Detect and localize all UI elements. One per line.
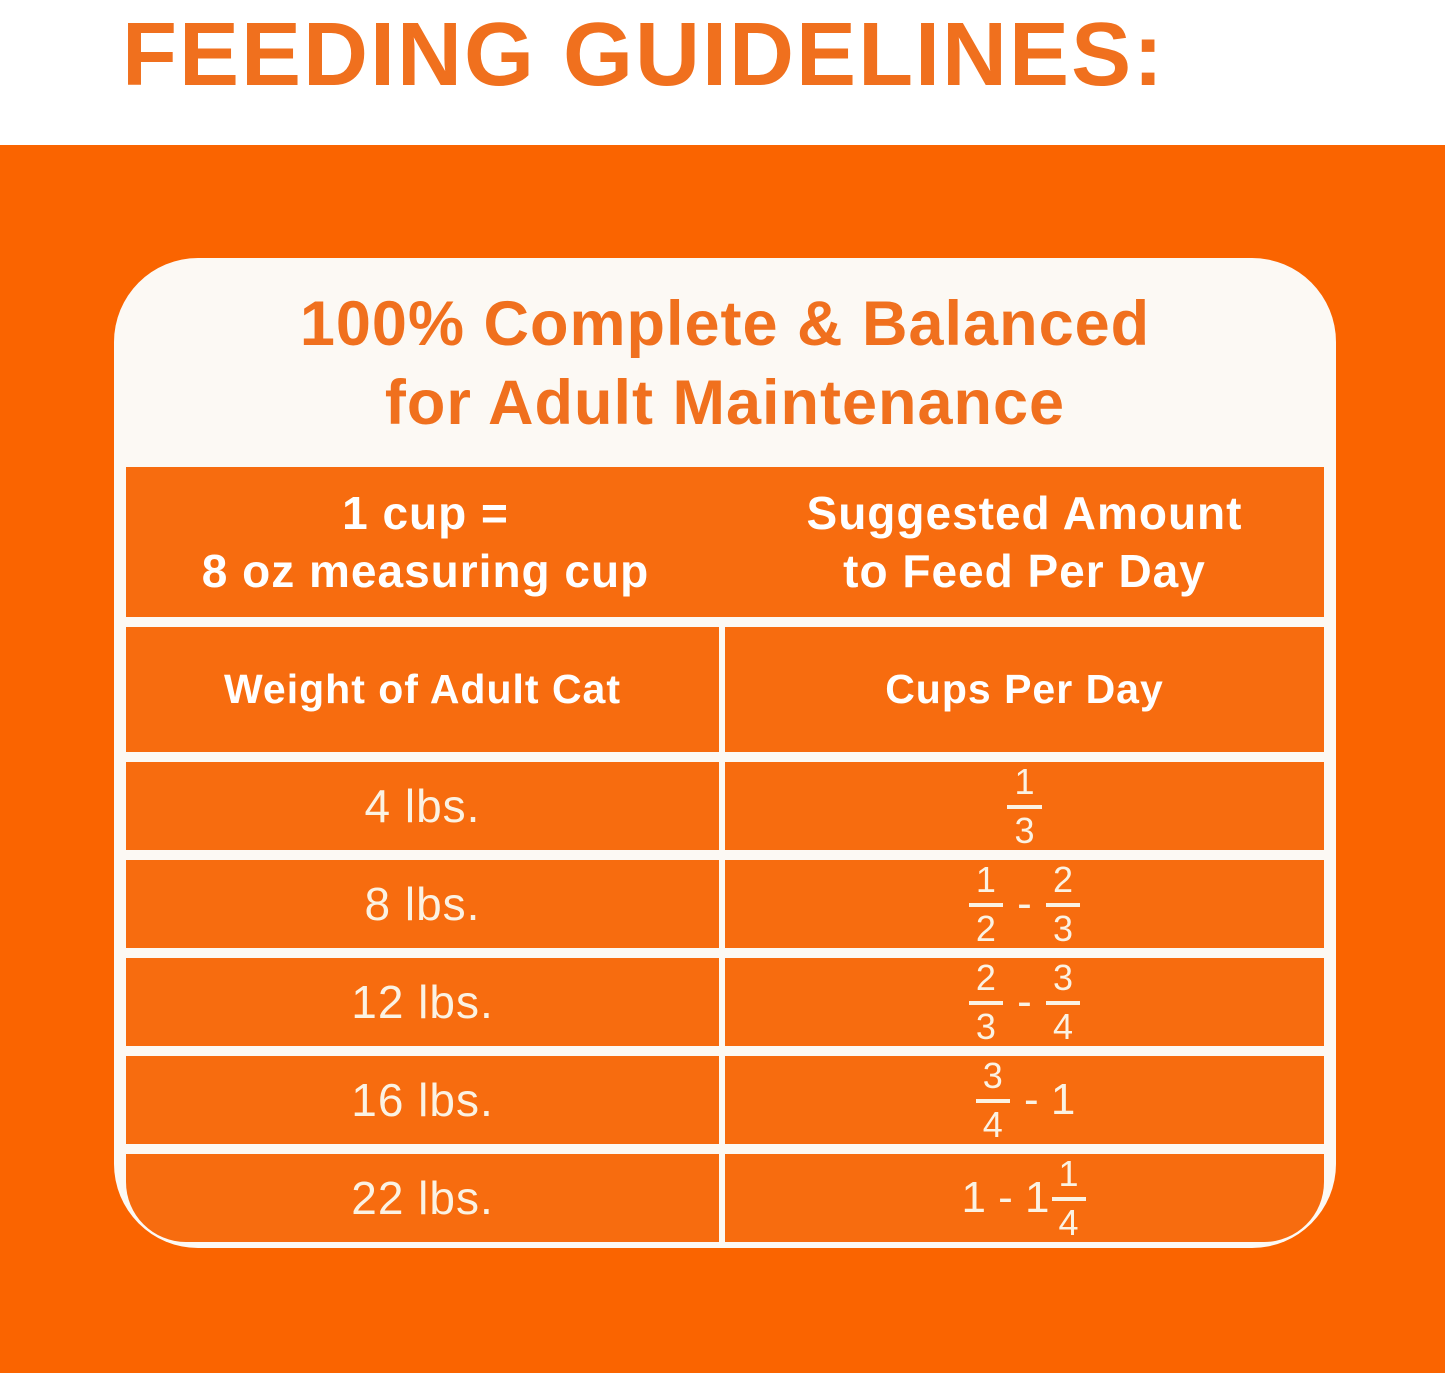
cups-text: -	[1004, 977, 1045, 1026]
card-title-line1: 100% Complete & Balanced	[299, 288, 1151, 359]
cup-definition: 1 cup = 8 oz measuring cup	[126, 484, 725, 600]
weight-cell: 8 lbs.	[126, 860, 719, 948]
weight-cell: 12 lbs.	[126, 958, 719, 1046]
table-row: 16 lbs. 3 4 - 1	[126, 1056, 1324, 1144]
orange-background: 100% Complete & Balanced for Adult Maint…	[0, 145, 1445, 1373]
suggested-amount-line2: to Feed Per Day	[843, 545, 1206, 597]
suggested-amount-line1: Suggested Amount	[806, 487, 1243, 539]
weight-cell: 4 lbs.	[126, 762, 719, 850]
card-title: 100% Complete & Balanced for Adult Maint…	[126, 270, 1324, 457]
top-band: FEEDING GUIDELINES:	[0, 0, 1445, 145]
cups-text: - 1	[1011, 1075, 1076, 1124]
cup-definition-line2: 8 oz measuring cup	[201, 545, 650, 597]
table-row: 4 lbs. 1 3	[126, 762, 1324, 850]
card-title-line2: for Adult Maintenance	[384, 367, 1066, 438]
measuring-cup-header-cell: 1 cup = 8 oz measuring cup Suggested Amo…	[126, 467, 1324, 617]
column-header-row: Weight of Adult Cat Cups Per Day	[126, 627, 1324, 752]
feeding-guidelines-card: 100% Complete & Balanced for Adult Maint…	[114, 258, 1336, 1248]
cups-text: -	[1004, 879, 1045, 928]
measuring-cup-header-row: 1 cup = 8 oz measuring cup Suggested Amo…	[126, 467, 1324, 617]
column-header-weight: Weight of Adult Cat	[126, 627, 719, 752]
cups-text: 1 - 1	[961, 1173, 1050, 1222]
page-title: FEEDING GUIDELINES:	[122, 5, 1166, 105]
column-header-cups: Cups Per Day	[725, 627, 1324, 752]
cup-definition-line1: 1 cup =	[342, 487, 509, 539]
weight-cell: 16 lbs.	[126, 1056, 719, 1144]
suggested-amount-heading: Suggested Amount to Feed Per Day	[725, 484, 1324, 600]
weight-cell: 22 lbs.	[126, 1154, 719, 1242]
